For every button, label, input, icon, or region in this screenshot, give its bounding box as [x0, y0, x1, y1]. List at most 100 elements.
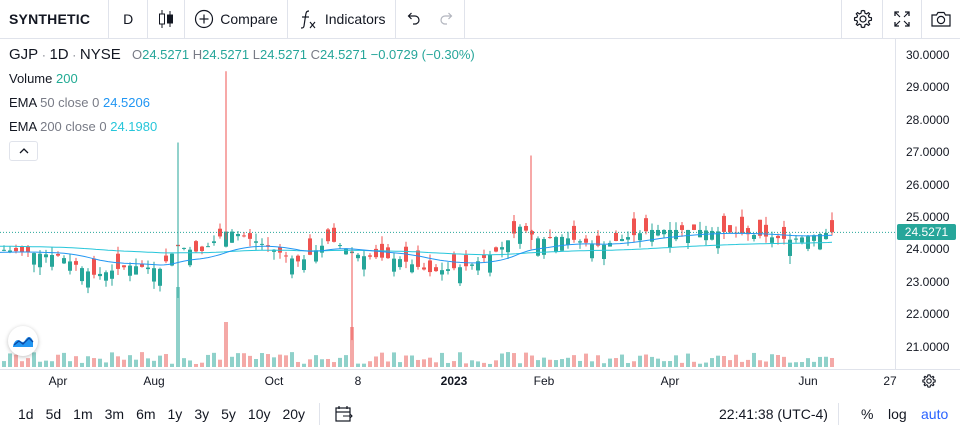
price-axis-label: 24.0000 — [906, 242, 950, 257]
indicators-label: Indicators — [324, 11, 386, 27]
candle-body — [518, 226, 522, 244]
legend-separator: · — [41, 48, 46, 62]
volume-bar — [122, 359, 126, 367]
candle-body — [566, 238, 570, 246]
time-label: 27 — [883, 374, 897, 388]
volume-bar — [614, 358, 618, 367]
snapshot-button[interactable] — [922, 0, 960, 38]
volume-bar — [62, 352, 66, 367]
candle-body — [710, 230, 714, 240]
candle-body — [230, 231, 234, 243]
candle-body — [242, 235, 246, 237]
volume-bar — [542, 357, 546, 367]
candle-body — [326, 229, 330, 242]
candle-body — [506, 240, 510, 253]
candle-body — [110, 270, 114, 279]
range-3y-button[interactable]: 3y — [194, 406, 210, 422]
ema200-legend[interactable]: EMA 200 close 0 24.1980 — [9, 119, 157, 134]
redo-button[interactable] — [430, 0, 464, 38]
candle-body — [80, 268, 84, 282]
interval-button[interactable]: D — [123, 11, 134, 27]
candle-body — [410, 264, 414, 273]
volume-bar — [86, 356, 90, 367]
candle-body — [206, 246, 210, 248]
volume-bar — [98, 358, 102, 367]
axis-settings-button[interactable] — [918, 372, 940, 390]
log-label: log — [888, 406, 907, 422]
gear-icon — [853, 9, 872, 29]
range-5y-button[interactable]: 5y — [221, 406, 236, 422]
volume-bar — [788, 362, 792, 367]
range-1d-button[interactable]: 1d — [18, 406, 34, 422]
fullscreen-button[interactable] — [883, 0, 921, 38]
indicators-button[interactable]: Indicators — [288, 0, 395, 38]
candle-body — [92, 258, 96, 275]
volume-bar — [176, 287, 180, 367]
volume-bar — [278, 354, 282, 367]
volume-bar — [734, 354, 738, 367]
range-10y-button[interactable]: 10y — [247, 406, 271, 422]
fullscreen-icon — [894, 11, 910, 27]
candle-body — [458, 267, 462, 284]
candle-body — [368, 255, 372, 257]
candle-body — [170, 253, 174, 266]
candle-body — [578, 241, 582, 243]
compare-label: Compare — [220, 11, 278, 27]
ema50-legend[interactable]: EMA 50 close 0 24.5206 — [9, 95, 150, 110]
compare-button[interactable]: Compare — [185, 0, 287, 38]
price-axis-label: 21.0000 — [906, 339, 950, 354]
tradingview-logo-button[interactable] — [8, 326, 38, 356]
time-label: Jun — [798, 374, 818, 388]
time-axis[interactable]: Apr Aug Oct 8 2023 Feb Apr Jun 27 — [0, 369, 960, 391]
volume-bar — [554, 360, 558, 367]
calendar-range-icon — [335, 406, 353, 422]
high-label: H — [192, 47, 203, 62]
symbol-search-button[interactable]: SYNTHETIC — [9, 11, 91, 27]
date-range-button[interactable] — [328, 405, 360, 423]
range-1y-button[interactable]: 1y — [167, 406, 183, 422]
candle-body — [824, 232, 828, 240]
chart-style-button[interactable] — [148, 0, 184, 38]
bottom-divider — [319, 403, 321, 425]
clock-display[interactable]: 22:41:38 (UTC-4) — [719, 395, 828, 433]
volume-bar — [158, 355, 162, 367]
candle-body — [272, 249, 276, 252]
volume-bar — [242, 353, 246, 367]
range-3m-button[interactable]: 3m — [104, 406, 125, 422]
volume-bar — [752, 352, 756, 367]
price-chart[interactable] — [0, 39, 960, 369]
volume-bar — [8, 353, 12, 367]
volume-bar — [566, 357, 570, 367]
candle-body — [572, 225, 576, 240]
ema50-line — [0, 232, 833, 266]
volume-bar — [254, 359, 258, 367]
candle-body — [554, 237, 558, 252]
collapse-legend-button[interactable] — [9, 141, 38, 161]
undo-button[interactable] — [396, 0, 430, 38]
legend-separator: · — [72, 48, 77, 62]
range-5d-button[interactable]: 5d — [45, 406, 62, 422]
volume-bar — [104, 362, 108, 367]
volume-bar — [704, 362, 708, 367]
volume-legend[interactable]: Volume 200 — [9, 71, 78, 86]
candle-body — [164, 255, 168, 262]
percent-scale-toggle[interactable]: % — [861, 395, 873, 433]
fx-icon — [300, 10, 316, 29]
volume-bar — [632, 361, 636, 367]
candle-body — [50, 255, 54, 267]
settings-button[interactable] — [842, 0, 883, 38]
chart-pane[interactable]: GJP · 1D · NYSE O24.5271 H24.5271 L24.52… — [0, 39, 960, 369]
volume-bar — [38, 361, 42, 367]
undo-icon — [407, 12, 420, 25]
log-scale-toggle[interactable]: log — [888, 395, 907, 433]
range-20y-button[interactable]: 20y — [282, 406, 306, 422]
candle-body — [536, 238, 540, 256]
candle-body — [2, 249, 6, 251]
auto-scale-toggle[interactable]: auto — [921, 395, 948, 433]
legend-symbol[interactable]: GJP — [9, 46, 39, 63]
candle-body — [602, 244, 606, 260]
price-axis-label: 22.0000 — [906, 307, 950, 322]
volume-bar — [410, 355, 414, 367]
range-6m-button[interactable]: 6m — [136, 406, 156, 422]
range-1m-button[interactable]: 1m — [73, 406, 93, 422]
